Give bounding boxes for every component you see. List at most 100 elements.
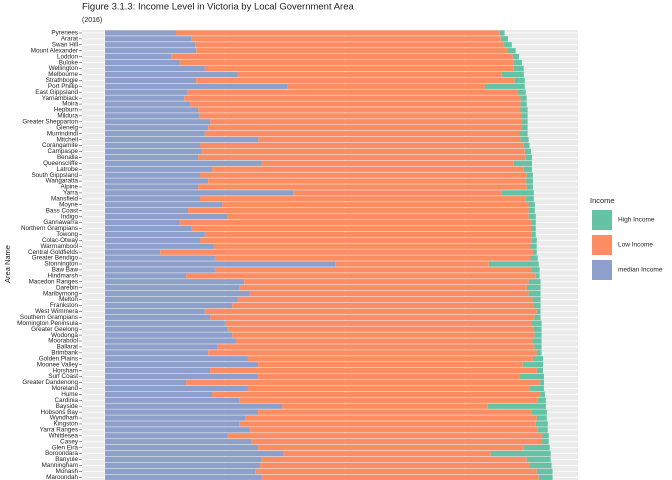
bar-segment <box>208 125 522 131</box>
bar-segment <box>532 249 537 255</box>
bar-segment <box>196 48 508 54</box>
bar-segment <box>105 474 262 480</box>
bar-segment <box>255 468 537 475</box>
bar-segment <box>105 231 205 238</box>
bar-segment <box>105 326 228 332</box>
legend-label: median Income <box>618 267 663 274</box>
y-tick-label: Southern Grampians <box>20 314 78 321</box>
bar-segment <box>210 314 535 320</box>
bar-segment <box>105 225 192 232</box>
y-tick-label: Frankston <box>50 302 78 309</box>
y-tick-label: Towong <box>56 231 78 238</box>
y-tick-label: Ballarat <box>57 344 79 351</box>
bar-segment <box>105 190 294 196</box>
bar-segment <box>105 184 199 190</box>
bar-segment <box>160 249 533 255</box>
y-tick-label: Golden Plains <box>39 355 78 362</box>
bar-segment <box>531 237 537 243</box>
bar-segment <box>513 160 532 166</box>
bar-segment <box>531 320 542 326</box>
bar-segment <box>105 30 177 36</box>
bar-segment <box>287 83 485 89</box>
y-tick-label: Indigo <box>61 213 79 220</box>
bar-segment <box>199 113 522 119</box>
bar-segment <box>105 83 288 89</box>
bar-segment <box>105 356 248 362</box>
bar-segment <box>523 142 530 149</box>
bar-segment <box>105 373 259 380</box>
bar-segment <box>105 255 215 261</box>
bar-segment <box>211 391 541 397</box>
bar-segment <box>530 255 538 261</box>
bar-segment <box>533 302 541 309</box>
bar-segment <box>184 95 521 101</box>
bar-segment <box>530 225 536 232</box>
bar-segment <box>186 273 536 279</box>
bar-segment <box>530 243 537 249</box>
bar-segment <box>525 178 533 184</box>
bar-segment <box>532 338 542 344</box>
bar-segment <box>200 237 532 243</box>
bar-segment <box>531 409 547 415</box>
bar-segment <box>105 136 259 143</box>
y-tick-label: East Gippsland <box>35 89 78 96</box>
bar-segment <box>526 456 551 463</box>
bar-segment <box>105 95 185 101</box>
bar-segment <box>105 403 283 409</box>
bar-segment <box>503 42 512 48</box>
bar-segment <box>239 285 527 291</box>
bar-segment <box>204 131 520 137</box>
bar-segment <box>537 397 546 403</box>
bar-segment <box>227 433 543 439</box>
y-tick-label: West Wimmera <box>35 308 78 315</box>
bar-segment <box>198 107 521 113</box>
bar-segment <box>105 385 248 392</box>
bar-segment <box>198 154 526 161</box>
bar-segment <box>222 202 529 208</box>
y-tick-label: Boroondara <box>45 450 78 457</box>
bar-segment <box>105 362 259 368</box>
y-tick-label: Buloke <box>59 59 79 66</box>
bar-segment <box>105 53 172 60</box>
bar-segment <box>105 119 211 125</box>
y-tick-label: Melbourne <box>48 71 78 78</box>
bar-segment <box>105 148 202 155</box>
bar-segment <box>210 367 537 374</box>
bar-segment <box>528 279 541 285</box>
bar-segment <box>105 107 199 113</box>
y-tick-label: Cardinia <box>55 397 79 404</box>
bar-segment <box>520 101 527 107</box>
bar-segment <box>259 462 530 469</box>
bar-segment <box>507 48 516 54</box>
bar-segment <box>105 219 180 226</box>
bar-segment <box>227 213 529 220</box>
y-tick-label: Benalla <box>57 154 79 161</box>
bar-segment <box>514 77 525 84</box>
bar-segment <box>542 433 549 439</box>
bar-segment <box>537 427 548 433</box>
bar-segment <box>533 326 542 332</box>
bar-segment <box>534 314 541 320</box>
y-tick-label: Yarra <box>63 190 78 197</box>
bar-segment <box>232 332 535 338</box>
y-tick-label: Hume <box>61 391 78 398</box>
bar-segment <box>282 450 491 457</box>
bar-segment <box>536 468 553 475</box>
y-tick-label: Maribyrnong <box>43 290 78 297</box>
bar-segment <box>227 326 534 332</box>
legend-label: Low Income <box>618 242 653 249</box>
bar-segment <box>187 89 518 95</box>
bar-segment <box>541 439 549 445</box>
y-tick-label: Strathbogie <box>46 77 79 84</box>
bar-segment <box>540 379 544 386</box>
bar-segment <box>208 178 526 184</box>
bar-segment <box>179 59 514 66</box>
bar-segment <box>519 373 544 380</box>
bar-segment <box>526 172 533 178</box>
bar-segment <box>105 65 205 72</box>
bar-segment <box>519 131 528 137</box>
bar-segment <box>239 397 538 403</box>
bar-segment <box>513 65 524 72</box>
bar-segment <box>249 290 529 297</box>
bar-segment <box>105 285 240 291</box>
